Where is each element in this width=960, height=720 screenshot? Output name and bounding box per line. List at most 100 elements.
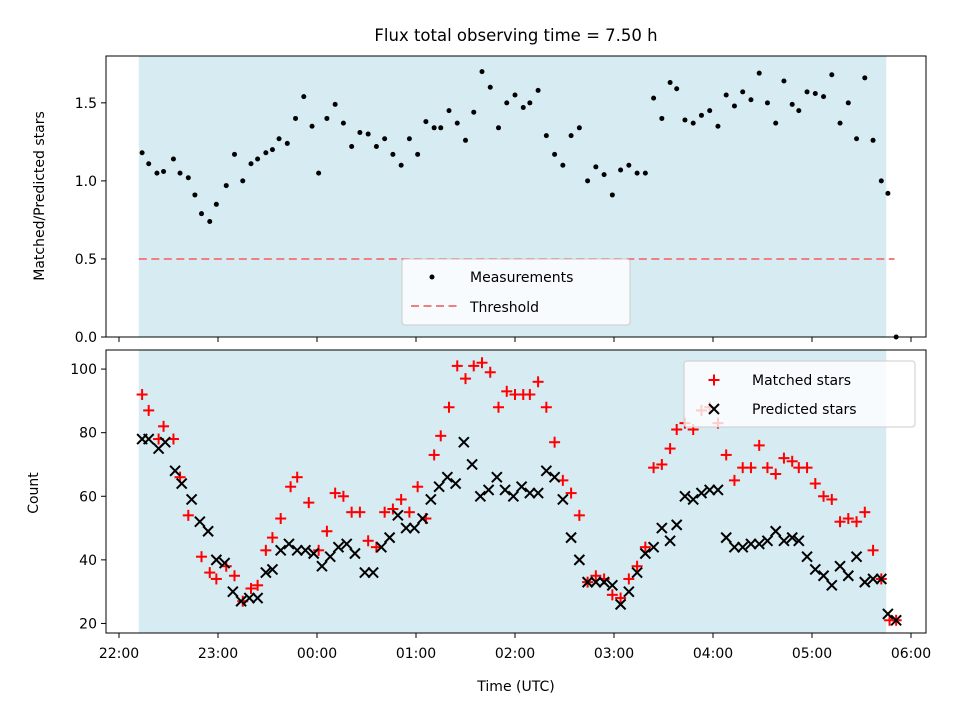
matched-star-point	[720, 449, 732, 461]
x-tick-label: 05:00	[792, 646, 832, 662]
measurement-point	[340, 120, 346, 126]
matched-star-point	[623, 573, 635, 585]
matched-star-point	[778, 452, 790, 464]
matched-star-point	[656, 458, 668, 470]
matched-star-point	[451, 360, 463, 372]
bottom-y-tick-label: 20	[79, 616, 97, 632]
predicted-star-point	[316, 560, 328, 572]
matched-star-point	[196, 551, 207, 563]
predicted-star-point	[416, 512, 429, 525]
measurement-point	[293, 115, 299, 121]
measurement-point	[764, 100, 770, 106]
matched-star-point	[428, 449, 440, 461]
measurement-point	[415, 151, 421, 157]
legend-threshold-label: Threshold	[469, 300, 539, 316]
measurement-point	[707, 108, 713, 114]
measurement-point	[845, 100, 851, 106]
predicted-star-point	[573, 554, 586, 566]
measurement-point	[349, 144, 355, 150]
measurement-point	[821, 94, 827, 100]
legend-predicted-marker	[708, 403, 720, 415]
measurement-point	[185, 175, 191, 181]
matched-star-point	[859, 506, 871, 518]
measurement-point	[276, 136, 282, 142]
measurement-point	[373, 144, 379, 150]
bottom-y-tick-label: 100	[70, 362, 97, 378]
measurement-point	[789, 101, 795, 107]
measurement-point	[854, 136, 860, 142]
top-legend: Measurements Threshold	[401, 258, 631, 326]
predicted-star-point	[664, 535, 676, 547]
measurement-point	[552, 151, 558, 157]
predicted-star-point	[581, 576, 594, 588]
predicted-star-point	[515, 481, 528, 493]
matched-star-point	[403, 506, 415, 518]
matched-star-point	[252, 579, 264, 591]
measurement-point	[232, 151, 237, 157]
matched-star-point	[761, 462, 773, 474]
measurement-point	[715, 123, 721, 129]
bottom-axes-frame	[105, 349, 927, 634]
measurement-point	[568, 133, 574, 139]
measurement-point	[723, 92, 729, 98]
predicted-star-point	[307, 547, 320, 560]
measurement-point	[512, 92, 518, 98]
predicted-star-point	[375, 541, 388, 553]
matched-star-point	[728, 474, 740, 486]
x-tick-label: 04:00	[693, 646, 733, 662]
matched-star-point	[606, 589, 618, 601]
measurement-point	[682, 117, 688, 123]
matched-star-point	[826, 493, 838, 505]
measurement-point	[255, 156, 261, 162]
measurement-point	[170, 156, 176, 162]
legend-matched-label: Matched stars	[752, 373, 851, 389]
predicted-star-point	[142, 433, 155, 445]
measurement-point	[496, 125, 501, 131]
measurement-point	[520, 105, 526, 111]
measurement-point	[382, 136, 388, 142]
predicted-star-point	[324, 550, 336, 563]
matched-star-point	[648, 462, 660, 474]
predicted-star-point	[392, 509, 404, 522]
matched-star-point	[443, 401, 455, 413]
predicted-star-point	[817, 570, 830, 582]
top-x-ticks	[118, 337, 912, 342]
predicted-star-point	[606, 579, 619, 592]
legend-matched-marker	[708, 374, 720, 386]
matched-star-point	[266, 532, 278, 544]
matched-star-point	[395, 493, 407, 505]
measurement-point	[862, 75, 868, 81]
matched-star-point	[664, 443, 676, 455]
measurement-point	[139, 150, 145, 156]
measurement-point	[618, 167, 624, 173]
matched-star-point	[204, 567, 216, 579]
predicted-star-point	[408, 522, 421, 534]
measurement-point	[487, 84, 493, 90]
matched-star-point	[379, 506, 391, 518]
predicted-star-point	[639, 547, 652, 560]
matched-star-point	[615, 592, 627, 604]
measurement-point	[248, 161, 254, 167]
matched-star-point	[291, 471, 303, 483]
matched-star-point	[303, 497, 315, 509]
measurement-point	[829, 72, 835, 78]
predicted-star-point	[425, 493, 437, 506]
predicted-star-point	[491, 471, 503, 483]
measurement-point	[756, 70, 762, 76]
measurement-point	[667, 80, 673, 86]
matched-star-point	[834, 516, 846, 528]
predicted-star-point	[647, 541, 660, 553]
measurement-point	[690, 120, 696, 126]
matched-star-point	[753, 439, 765, 451]
predicted-star-point	[778, 535, 790, 547]
predicted-star-point	[367, 566, 379, 579]
matched-star-point	[639, 541, 651, 553]
measurement-point	[479, 69, 485, 75]
predicted-star-point	[524, 487, 536, 499]
predicted-star-point	[532, 487, 544, 499]
measurement-point	[309, 123, 315, 129]
matched-star-point	[631, 560, 643, 572]
predicted-star-point	[557, 493, 569, 506]
measurement-point	[634, 170, 640, 176]
